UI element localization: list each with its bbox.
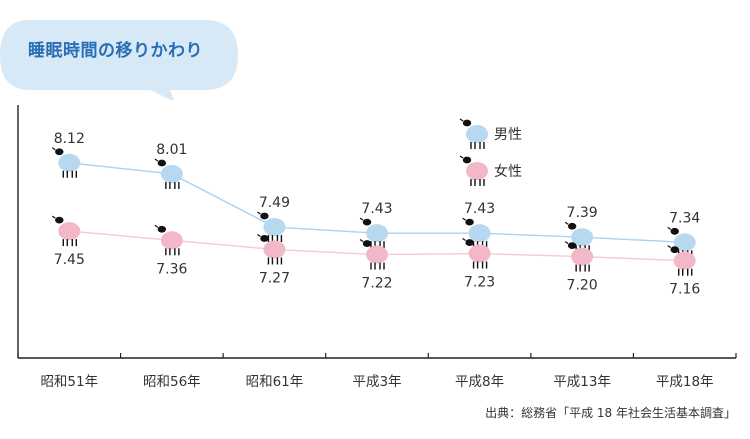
sheep-ear bbox=[359, 217, 364, 221]
sheep-body bbox=[466, 125, 488, 143]
data-point-male bbox=[257, 211, 286, 243]
x-tick-label: 昭和56年 bbox=[143, 374, 201, 390]
chart-axes: 昭和51年 昭和56年 昭和61年 平成3年 平成8年 平成13年 平成18年 bbox=[17, 105, 737, 390]
sheep-head bbox=[462, 156, 472, 164]
sheep-ear bbox=[459, 155, 464, 159]
x-tick-label: 平成8年 bbox=[455, 374, 504, 390]
sheep-ear bbox=[359, 239, 364, 243]
data-label: 7.36 bbox=[156, 261, 187, 277]
x-tick-label: 昭和51年 bbox=[40, 374, 98, 390]
sheep-ear bbox=[462, 238, 466, 242]
title-bubble bbox=[0, 20, 238, 100]
data-label: 8.12 bbox=[54, 131, 85, 147]
data-label: 7.43 bbox=[361, 201, 392, 217]
sheep-ear bbox=[51, 215, 56, 219]
sheep-body bbox=[58, 222, 81, 241]
sheep-ear bbox=[462, 217, 466, 221]
sheep-ear bbox=[154, 224, 159, 228]
x-tick-label: 昭和61年 bbox=[246, 374, 304, 390]
sheep-head bbox=[670, 227, 679, 235]
sheep-body bbox=[366, 224, 388, 243]
data-label: 7.39 bbox=[567, 205, 598, 221]
sheep-ear bbox=[564, 221, 569, 225]
data-label: 8.01 bbox=[156, 142, 187, 158]
data-label: 7.20 bbox=[567, 278, 598, 294]
legend-label: 男性 bbox=[494, 127, 522, 143]
sheep-body bbox=[468, 224, 491, 243]
data-label: 7.23 bbox=[464, 275, 495, 291]
sheep-ear bbox=[667, 226, 672, 230]
data-point-female bbox=[257, 233, 286, 265]
sheep-head bbox=[465, 239, 474, 246]
sheep-head bbox=[260, 212, 269, 220]
legend-icon-female bbox=[459, 155, 488, 186]
sheep-body bbox=[160, 231, 183, 250]
sheep-body bbox=[58, 153, 81, 172]
sheep-ear bbox=[564, 241, 569, 245]
legend-icon-male bbox=[459, 118, 488, 149]
sheep-ear bbox=[51, 147, 56, 151]
data-point-male bbox=[154, 158, 183, 189]
sheep-body bbox=[571, 228, 594, 247]
sheep-head bbox=[567, 222, 577, 230]
sheep-body bbox=[263, 240, 286, 259]
sheep-head bbox=[55, 148, 64, 156]
sheep-body bbox=[468, 244, 491, 263]
sheep-ear bbox=[459, 118, 464, 122]
data-point-female bbox=[462, 238, 491, 269]
sheep-ear bbox=[257, 211, 261, 215]
sheep-head bbox=[157, 159, 167, 167]
data-label: 7.34 bbox=[669, 210, 700, 226]
sheep-body bbox=[571, 247, 594, 266]
bubble-shape bbox=[0, 20, 238, 100]
x-tick-label: 平成18年 bbox=[656, 374, 714, 390]
sheep-body bbox=[160, 164, 183, 183]
chart-marks: 8.12 8.01 7.49 7.43 7.43 7.39 7.34 7.45 7.36 7.27… bbox=[51, 131, 700, 298]
sheep-ear bbox=[154, 158, 159, 162]
data-label: 7.22 bbox=[361, 276, 392, 292]
sheep-head bbox=[362, 240, 372, 247]
sheep-head bbox=[157, 225, 167, 233]
data-label: 7.49 bbox=[259, 195, 290, 211]
chart-title: 睡眠時間の移りかわり bbox=[28, 41, 203, 61]
data-label: 7.43 bbox=[464, 201, 495, 217]
source-note: 出典：総務省「平成 18 年社会生活基本調査」 bbox=[485, 406, 736, 420]
sheep-body bbox=[673, 251, 696, 270]
sheep-head bbox=[465, 218, 474, 226]
sheep-body bbox=[366, 245, 388, 264]
x-tick-label: 平成13年 bbox=[553, 374, 611, 390]
data-point-female bbox=[359, 239, 388, 270]
sheep-ear bbox=[257, 233, 261, 237]
sheep-head bbox=[260, 235, 269, 242]
data-label: 7.16 bbox=[669, 282, 700, 298]
data-point-female bbox=[667, 245, 696, 276]
sheep-head bbox=[567, 242, 577, 250]
data-point-female bbox=[564, 241, 594, 272]
data-point-male bbox=[51, 147, 81, 178]
sheep-ear bbox=[667, 245, 672, 249]
sheep-head bbox=[55, 216, 64, 224]
sheep-body bbox=[466, 162, 488, 180]
data-point-female bbox=[154, 224, 183, 256]
sheep-head bbox=[462, 119, 472, 127]
data-label: 7.45 bbox=[54, 252, 85, 268]
sheep-head bbox=[670, 246, 679, 254]
data-point-male bbox=[359, 217, 388, 249]
x-tick-label: 平成3年 bbox=[352, 374, 401, 390]
sheep-body bbox=[263, 218, 286, 237]
data-point-female bbox=[51, 215, 81, 247]
sheep-body bbox=[673, 233, 696, 252]
sheep-head bbox=[362, 218, 372, 226]
legend-label: 女性 bbox=[494, 163, 522, 180]
data-label: 7.27 bbox=[259, 270, 290, 286]
